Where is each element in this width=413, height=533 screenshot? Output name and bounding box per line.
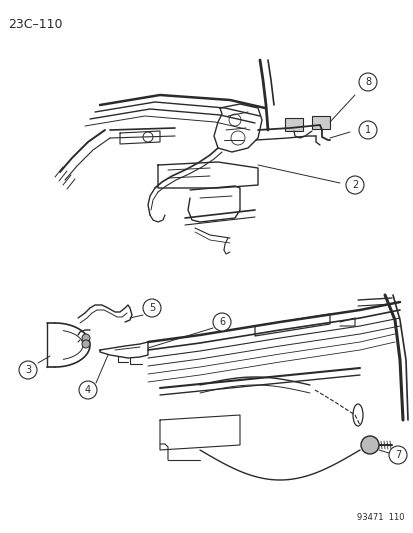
Bar bbox=[284, 118, 302, 131]
Circle shape bbox=[79, 381, 97, 399]
Bar bbox=[311, 116, 329, 129]
Circle shape bbox=[82, 340, 90, 348]
Text: 23C–110: 23C–110 bbox=[8, 18, 62, 31]
Text: 2: 2 bbox=[351, 180, 357, 190]
Text: 3: 3 bbox=[25, 365, 31, 375]
Text: 8: 8 bbox=[364, 77, 370, 87]
Text: 93471  110: 93471 110 bbox=[357, 513, 404, 522]
Circle shape bbox=[142, 299, 161, 317]
Circle shape bbox=[82, 334, 90, 342]
Circle shape bbox=[19, 361, 37, 379]
Text: 6: 6 bbox=[218, 317, 225, 327]
Circle shape bbox=[212, 313, 230, 331]
Text: 5: 5 bbox=[149, 303, 155, 313]
Circle shape bbox=[358, 73, 376, 91]
Circle shape bbox=[345, 176, 363, 194]
Circle shape bbox=[358, 121, 376, 139]
Circle shape bbox=[360, 436, 378, 454]
Circle shape bbox=[388, 446, 406, 464]
Text: 7: 7 bbox=[394, 450, 400, 460]
Text: 4: 4 bbox=[85, 385, 91, 395]
Text: 1: 1 bbox=[364, 125, 370, 135]
